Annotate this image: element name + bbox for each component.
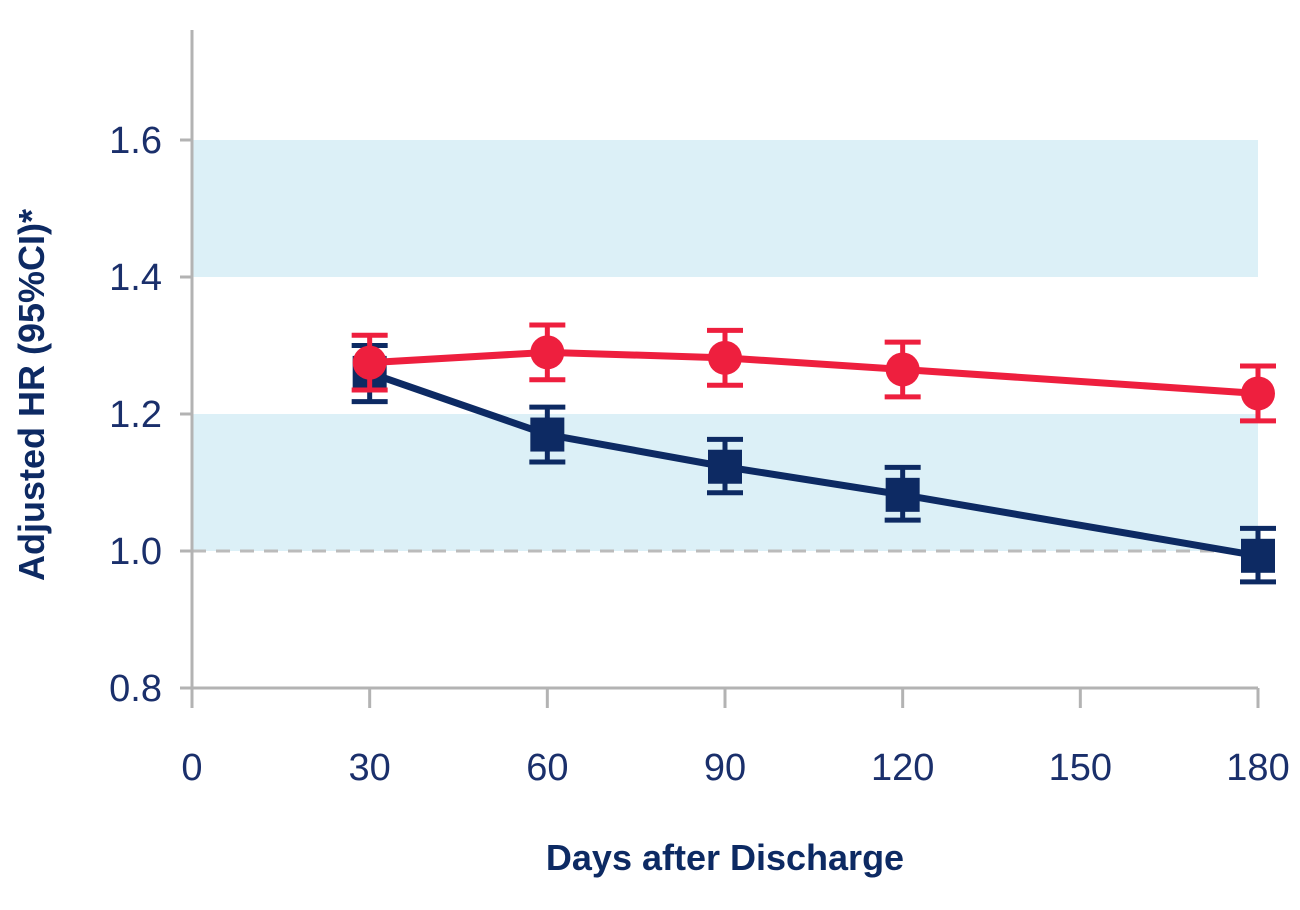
series-1: [351, 322, 1276, 424]
series-1-point: [885, 352, 920, 387]
x-tick-label: 120: [871, 747, 934, 789]
y-tick-label: 0.8: [109, 668, 162, 710]
series-1-point: [530, 335, 565, 370]
series-1-line: [369, 348, 1259, 397]
x-tick-label: 180: [1226, 747, 1289, 789]
x-tick-label: 90: [704, 747, 746, 789]
series-2-point: [1241, 538, 1275, 573]
shaded-band-2: [192, 140, 1258, 277]
series-1-point: [708, 340, 742, 375]
tick-label-layer: 0.8 1.0 1.2 1.4 1.6 0 30 60 90 120 150 180: [109, 120, 1290, 789]
series-1-point: [352, 345, 387, 380]
y-tick-label: 1.0: [109, 531, 162, 573]
series-2-point: [530, 417, 565, 452]
y-tick-label: 1.2: [109, 394, 162, 436]
y-tick-label: 1.6: [109, 120, 162, 162]
y-tick-label: 1.4: [109, 257, 162, 299]
series-2-point: [708, 449, 742, 484]
x-axis-title: Days after Discharge: [546, 837, 904, 878]
x-tick-label: 30: [349, 747, 391, 789]
y-axis-title: Adjusted HR (95%CI)*: [11, 209, 52, 581]
x-tick-label: 60: [526, 747, 568, 789]
series-layer: [351, 322, 1276, 585]
series-1-point: [1241, 376, 1275, 411]
x-tick-label: 0: [181, 747, 202, 789]
series-2-point: [885, 477, 920, 512]
x-tick-label: 150: [1049, 747, 1112, 789]
band-layer: [192, 140, 1258, 551]
axes-layer: [180, 30, 1260, 708]
